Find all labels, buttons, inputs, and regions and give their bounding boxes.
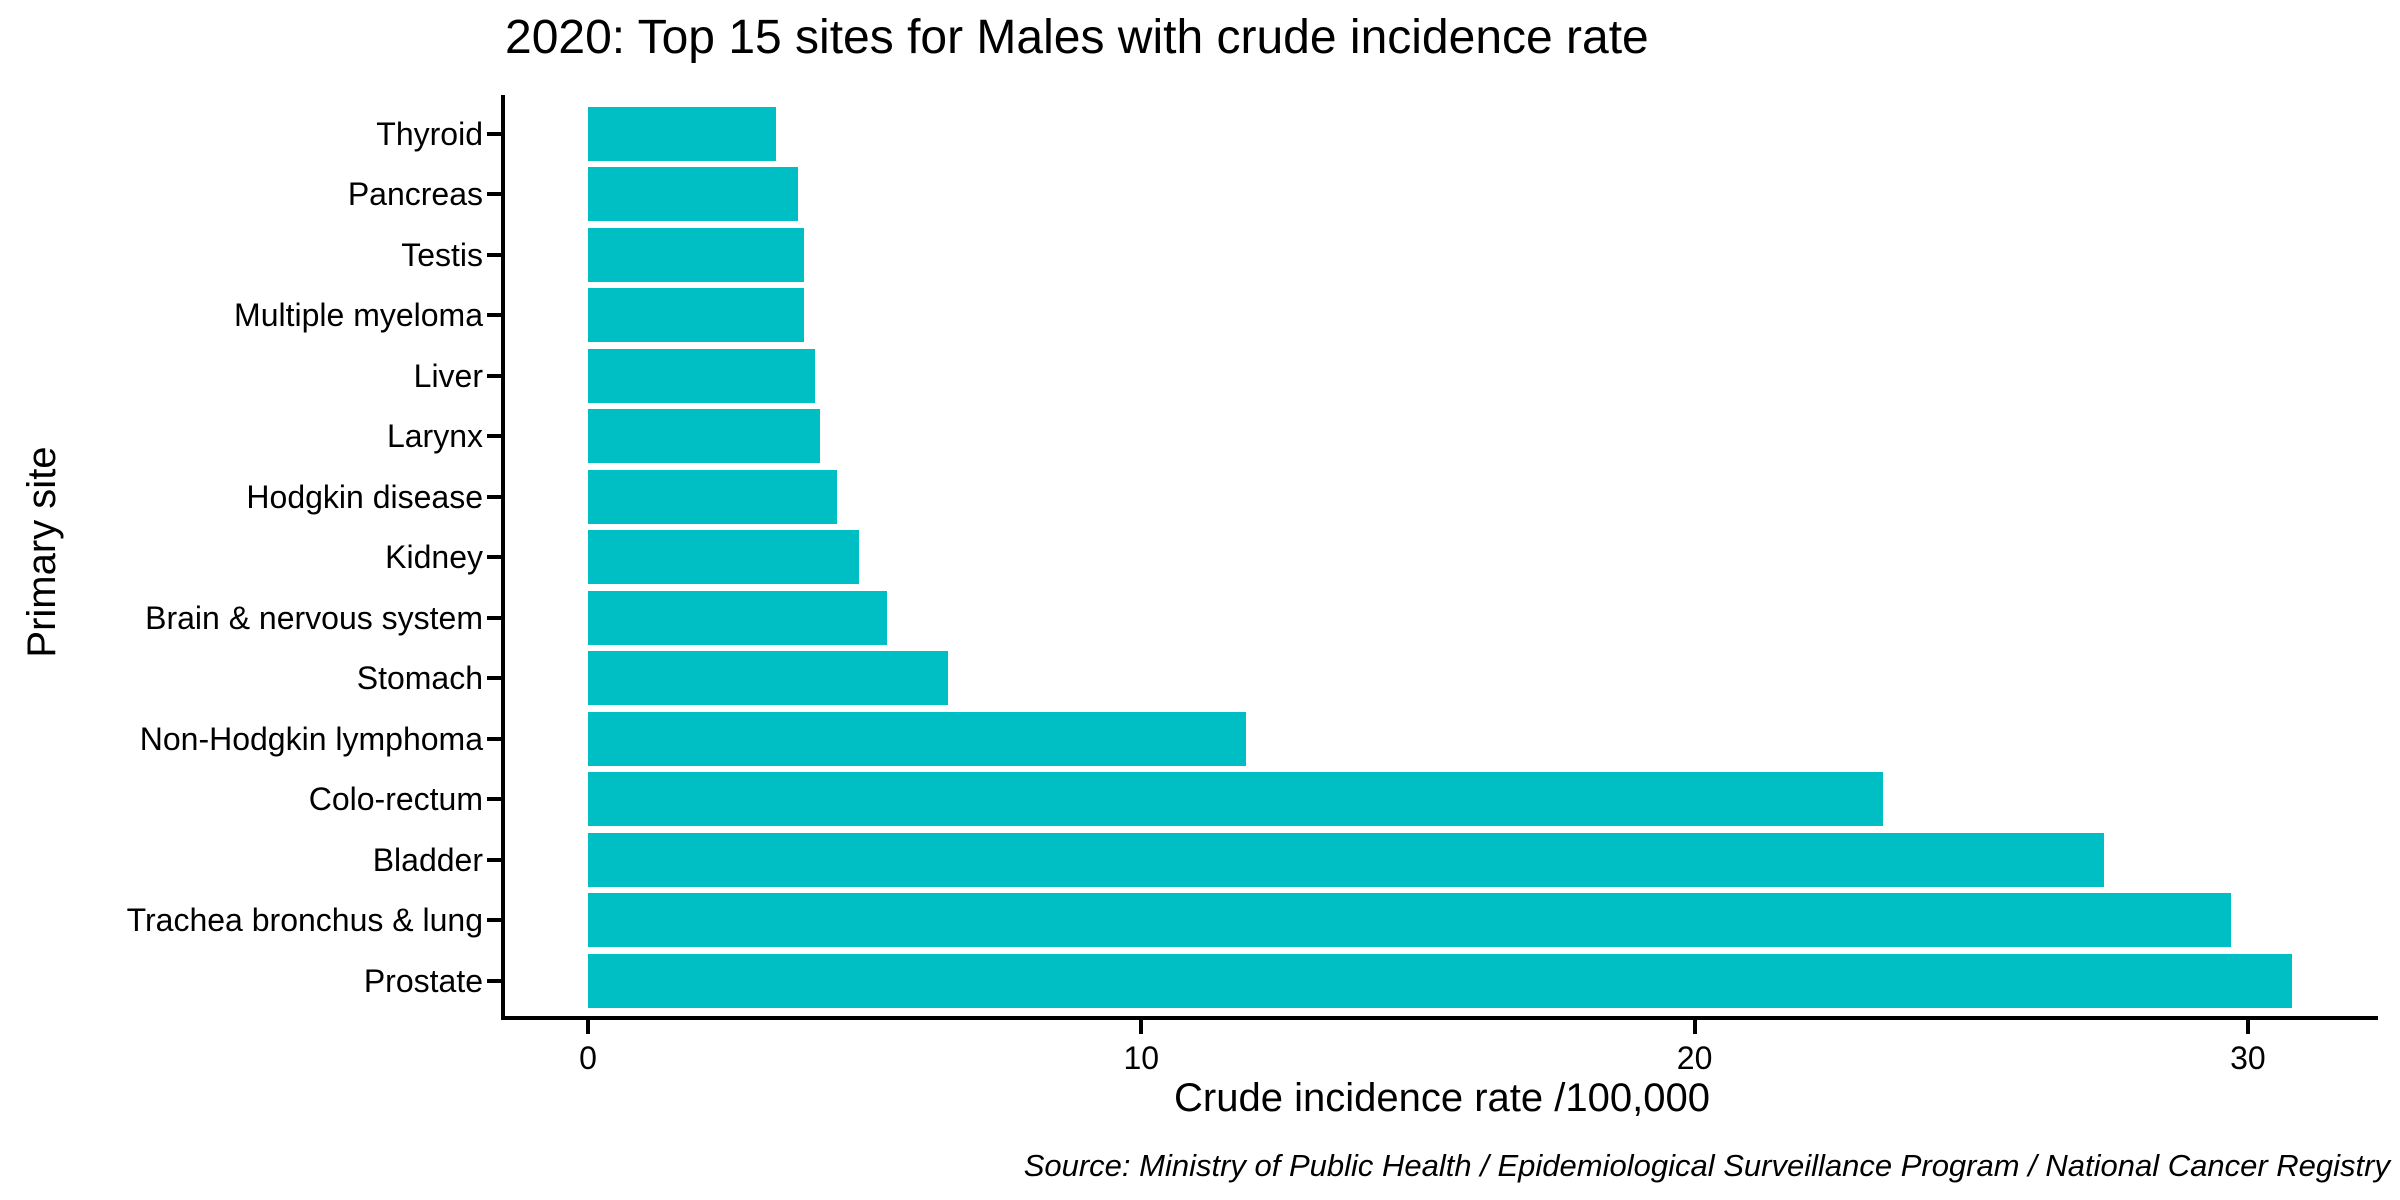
y-tick-kidney [487, 555, 501, 560]
y-tick-thyroid [487, 131, 501, 136]
x-tick-label-20: 20 [1676, 1040, 1713, 1076]
y-tick-label-hodgkin-disease: Hodgkin disease [246, 478, 483, 515]
y-tick-label-bladder: Bladder [372, 841, 483, 878]
y-tick-label-stomach: Stomach [356, 660, 483, 697]
y-tick-label-kidney: Kidney [385, 539, 483, 576]
x-tick-label-10: 10 [1123, 1040, 1160, 1076]
y-tick-trachea-bronchus-lung [487, 918, 501, 923]
x-tick-0 [586, 1020, 590, 1034]
bar-multiple-myeloma [588, 288, 804, 343]
y-tick-label-trachea-bronchus-lung: Trachea bronchus & lung [126, 902, 483, 939]
bar-bladder [588, 832, 2105, 887]
bar-testis [588, 227, 804, 282]
y-tick-liver [487, 373, 501, 378]
y-tick-label-pancreas: Pancreas [347, 176, 483, 213]
x-tick-20 [1692, 1020, 1697, 1034]
x-tick-10 [1139, 1020, 1144, 1034]
y-tick-colo-rectum [487, 797, 501, 802]
x-tick-30 [2245, 1020, 2250, 1034]
chart-title: 2020: Top 15 sites for Males with crude … [505, 11, 1649, 64]
bar-pancreas [588, 167, 799, 222]
y-tick-non-hodgkin-lymphoma [487, 736, 501, 741]
bar-prostate [588, 953, 2293, 1008]
bar-larynx [588, 409, 821, 464]
y-tick-label-testis: Testis [401, 236, 483, 273]
y-tick-label-multiple-myeloma: Multiple myeloma [234, 297, 483, 334]
bar-trachea-bronchus-lung [588, 893, 2232, 948]
x-tick-label-0: 0 [579, 1040, 597, 1076]
bar-thyroid [588, 106, 777, 161]
y-tick-label-liver: Liver [413, 357, 483, 394]
y-tick-stomach [487, 676, 501, 681]
bar-non-hodgkin-lymphoma [588, 711, 1247, 766]
x-axis-title: Crude incidence rate /100,000 [1174, 1076, 1710, 1120]
bar-hodgkin-disease [588, 469, 837, 524]
y-tick-larynx [487, 434, 501, 439]
bar-kidney [588, 530, 860, 585]
y-tick-label-thyroid: Thyroid [376, 115, 483, 152]
x-tick-label-30: 30 [2230, 1040, 2266, 1076]
y-tick-bladder [487, 857, 501, 862]
y-tick-label-brain-nervous-system: Brain & nervous system [145, 599, 483, 636]
y-tick-testis [487, 252, 501, 257]
y-tick-hodgkin-disease [487, 494, 501, 499]
bar-liver [588, 348, 815, 403]
y-tick-multiple-myeloma [487, 313, 501, 318]
y-tick-pancreas [487, 192, 501, 197]
bar-colo-rectum [588, 772, 1883, 827]
y-axis-line [501, 95, 505, 1020]
y-tick-label-non-hodgkin-lymphoma: Non-Hodgkin lymphoma [139, 720, 483, 757]
y-tick-label-prostate: Prostate [363, 962, 483, 999]
y-tick-label-colo-rectum: Colo-rectum [308, 781, 483, 818]
x-axis-line [501, 1016, 2378, 1020]
bar-brain-nervous-system [588, 590, 887, 645]
y-tick-prostate [487, 978, 501, 983]
y-tick-brain-nervous-system [487, 615, 501, 620]
bar-stomach [588, 651, 948, 706]
y-tick-label-larynx: Larynx [386, 418, 483, 455]
source-note: Source: Ministry of Public Health / Epid… [1023, 1148, 2390, 1183]
